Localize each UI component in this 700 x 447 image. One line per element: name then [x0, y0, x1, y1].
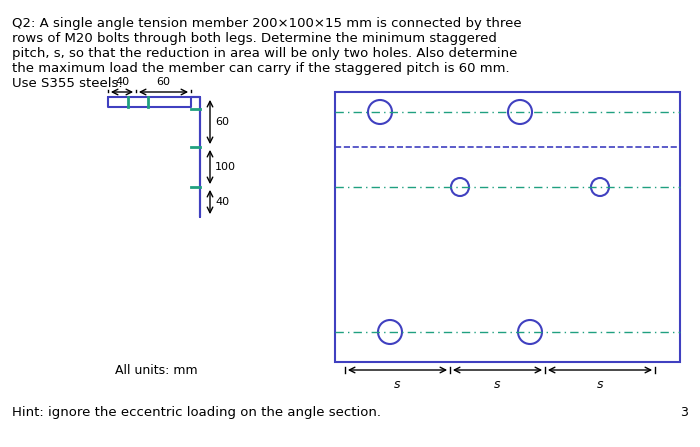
Bar: [335, 92, 680, 362]
Text: 60: 60: [215, 117, 229, 127]
Text: s: s: [394, 378, 400, 391]
Text: 3: 3: [680, 406, 688, 419]
Text: 60: 60: [157, 77, 171, 87]
Text: s: s: [494, 378, 500, 391]
Text: Hint: ignore the eccentric loading on the angle section.: Hint: ignore the eccentric loading on th…: [12, 406, 381, 419]
Text: All units: mm: All units: mm: [115, 364, 197, 377]
Text: s: s: [596, 378, 603, 391]
Text: Q2: A single angle tension member 200×100×15 mm is connected by three
rows of M2: Q2: A single angle tension member 200×10…: [12, 17, 522, 90]
Text: 40: 40: [115, 77, 129, 87]
Text: 40: 40: [215, 197, 229, 207]
Text: 100: 100: [215, 162, 236, 172]
